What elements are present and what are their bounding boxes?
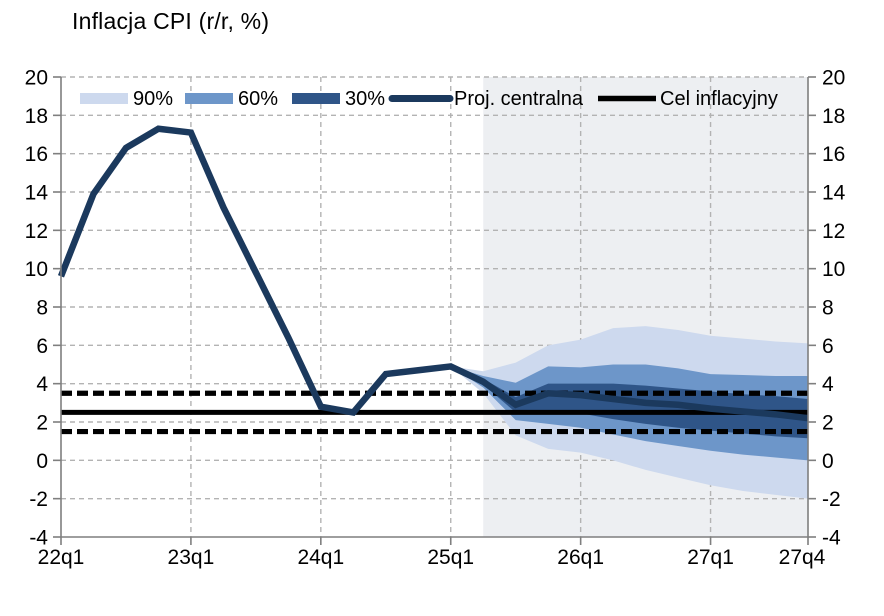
y-tick-label-right: 16 <box>822 143 845 166</box>
y-tick-label-left: 2 <box>36 412 48 435</box>
y-tick-label-right: 6 <box>822 335 834 358</box>
y-tick-label-right: 12 <box>822 220 845 243</box>
y-tick-label-left: -4 <box>29 527 48 550</box>
legend-swatch-30 <box>292 93 340 104</box>
x-tick-label: 27q1 <box>687 546 734 569</box>
x-tick-label: 27q4 <box>779 546 826 569</box>
central-projection-line <box>57 125 809 422</box>
y-tick-label-left: 4 <box>36 373 48 396</box>
y-tick-label-left: -2 <box>29 488 48 511</box>
y-tick-label-right: 18 <box>822 105 845 128</box>
y-tick-label-left: 20 <box>25 67 48 90</box>
x-tick-label: 24q1 <box>297 546 344 569</box>
chart-title: Inflacja CPI (r/r, %) <box>72 8 270 34</box>
x-tick-label: 23q1 <box>168 546 215 569</box>
y-tick-label-left: 14 <box>25 182 49 205</box>
y-tick-label-left: 16 <box>25 143 48 166</box>
legend-label-90: 90% <box>133 88 173 110</box>
x-tick-label: 26q1 <box>557 546 604 569</box>
y-tick-label-right: 2 <box>822 412 834 435</box>
legend-swatch-90 <box>80 93 128 104</box>
y-tick-label-left: 18 <box>25 105 48 128</box>
y-tick-label-right: -2 <box>822 488 841 511</box>
x-tick-label: 25q1 <box>427 546 474 569</box>
legend-label-central-projection: Proj. centralna <box>454 88 584 110</box>
y-tick-label-right: -4 <box>822 527 841 550</box>
y-tick-label-left: 12 <box>25 220 48 243</box>
y-tick-label-left: 6 <box>36 335 48 358</box>
y-tick-label-right: 10 <box>822 258 845 281</box>
y-tick-label-left: 0 <box>36 450 48 473</box>
legend-label-60: 60% <box>238 88 278 110</box>
legend-label-inflation-target: Cel inflacyjny <box>660 88 778 110</box>
x-tick-label: 22q1 <box>38 546 85 569</box>
legend-swatch-60 <box>185 93 233 104</box>
y-tick-label-left: 10 <box>25 258 48 281</box>
y-tick-label-right: 8 <box>822 297 834 320</box>
legend-label-30: 30% <box>345 88 385 110</box>
y-tick-label-right: 0 <box>822 450 834 473</box>
y-tick-label-right: 14 <box>822 182 846 205</box>
y-tick-label-left: 8 <box>36 297 48 320</box>
y-tick-label-right: 20 <box>822 67 845 90</box>
y-tick-label-right: 4 <box>822 373 834 396</box>
